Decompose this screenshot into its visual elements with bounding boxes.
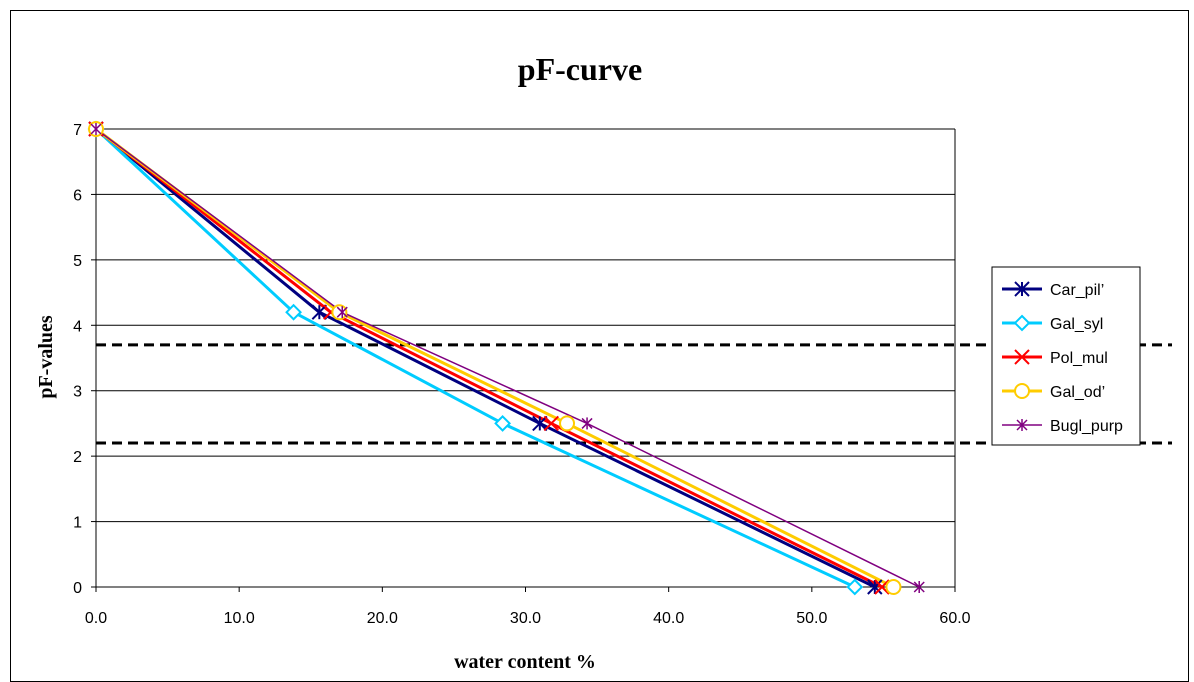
series-line-gal-od- — [95, 127, 895, 589]
data-point-bugl-purp — [336, 306, 348, 319]
series-line-car-pil- — [95, 127, 876, 589]
y-axis-title: pF-values — [35, 315, 57, 399]
legend-marker-gal-syl — [1013, 314, 1031, 332]
data-point-gal-syl-shape — [494, 415, 512, 432]
data-point-gal-syl-shape — [285, 303, 302, 321]
plot-area: 0 1 2 3 4 5 6 7 0.0 10.0 20.0 30.0 40.0 50.0 60.0 — [73, 120, 1172, 627]
legend-label-car-pil-: Car_pil’ — [1050, 282, 1104, 299]
data-point-gal-syl — [285, 303, 302, 321]
data-point-bugl-purp — [581, 417, 593, 430]
data-point-gal-od- — [885, 579, 902, 595]
legend-label-bugl-purp: Bugl_purp — [1050, 418, 1123, 435]
y-tick-label: 2 — [73, 449, 82, 466]
data-point-gal-od- — [331, 304, 348, 321]
data-point-pol-mul — [543, 415, 559, 432]
data-point-car-pil- — [867, 579, 883, 595]
data-point-pol-mul-stroke-b — [874, 579, 890, 595]
x-axis-title: water content % — [454, 651, 596, 673]
y-tick-label: 4 — [73, 318, 82, 335]
legend-marker-gal-syl-shape — [1013, 314, 1031, 332]
data-point-car-pil- — [311, 304, 328, 320]
data-point-gal-od--shape — [559, 415, 576, 432]
legend-marker-bugl-purp — [1016, 419, 1028, 431]
y-tick-label: 0 — [73, 580, 82, 597]
data-point-gal-od--shape — [331, 304, 348, 321]
legend-label-pol-mul: Pol_mul — [1050, 350, 1108, 367]
legend-marker-car-pil- — [1014, 281, 1030, 297]
y-tick-label: 1 — [73, 515, 82, 532]
x-tick-label: 40.0 — [653, 610, 684, 627]
data-point-gal-syl — [494, 415, 512, 432]
data-point-bugl-purp — [913, 581, 925, 593]
data-point-gal-syl — [846, 578, 864, 596]
data-point-pol-mul-stroke-b — [543, 415, 559, 432]
x-tick-label: 50.0 — [796, 610, 827, 627]
x-tick-label: 30.0 — [510, 610, 541, 627]
y-tick-label: 5 — [73, 253, 82, 270]
series-line-gal-syl — [94, 127, 856, 589]
x-tick-label: 0.0 — [85, 610, 107, 627]
x-tick-label: 60.0 — [939, 610, 970, 627]
legend-label-gal-syl: Gal_syl — [1050, 316, 1103, 333]
y-tick-label: 3 — [73, 384, 82, 401]
legend-label-gal-od-: Gal_od’ — [1050, 384, 1105, 401]
chart-title: pF-curve — [518, 51, 642, 87]
y-tick-label: 7 — [73, 122, 82, 139]
data-point-pol-mul — [874, 579, 890, 595]
data-point-car-pil- — [532, 415, 548, 432]
legend-marker-gal-od--shape — [1014, 383, 1030, 399]
legend: Car_pil’ Gal_syl Pol_mul Gal_od’ Bugl_purp — [991, 266, 1141, 446]
y-tick-label: 6 — [73, 187, 82, 204]
x-tick-label: 10.0 — [224, 610, 255, 627]
series-line-bugl-purp — [95, 128, 920, 588]
data-point-gal-od--shape — [885, 579, 902, 595]
data-point-bugl-purp — [90, 123, 102, 135]
legend-marker-pol-mul-stroke-b — [1014, 349, 1030, 365]
legend-marker-pol-mul — [1014, 349, 1030, 365]
series-line-pol-mul — [95, 127, 883, 589]
legend-marker-gal-od- — [1014, 383, 1030, 399]
x-tick-label: 20.0 — [367, 610, 398, 627]
data-point-gal-syl-shape — [846, 578, 864, 596]
data-point-gal-od- — [559, 415, 576, 432]
